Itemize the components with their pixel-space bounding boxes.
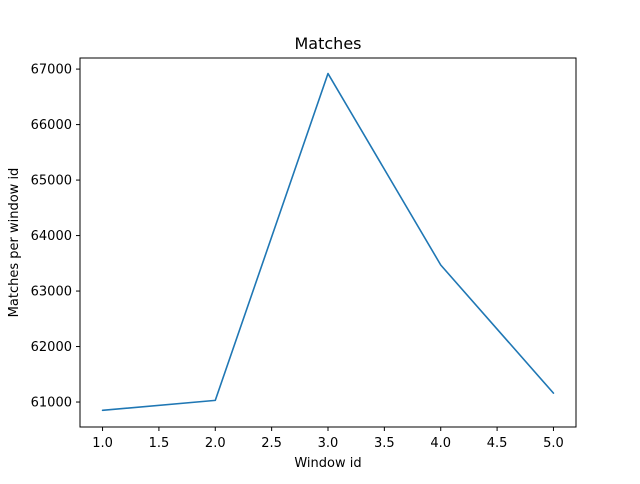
x-tick-label: 3.5 <box>374 436 395 451</box>
y-tick-label: 61000 <box>31 396 72 411</box>
x-tick-label: 4.0 <box>430 436 451 451</box>
y-axis-label: Matches per window id <box>7 168 22 318</box>
y-tick-label: 62000 <box>31 340 72 355</box>
x-tick-label: 3.0 <box>318 436 339 451</box>
y-tick-label: 66000 <box>31 118 72 133</box>
x-tick-label: 1.5 <box>149 436 170 451</box>
y-tick-label: 63000 <box>31 285 72 300</box>
x-axis-label: Window id <box>294 456 361 471</box>
x-tick-label: 2.0 <box>205 436 226 451</box>
y-tick-label: 64000 <box>31 229 72 244</box>
x-tick-label: 1.0 <box>92 436 113 451</box>
x-tick-label: 5.0 <box>543 436 564 451</box>
x-tick-label: 4.5 <box>487 436 508 451</box>
x-tick-label: 2.5 <box>261 436 282 451</box>
y-tick-label: 67000 <box>31 63 72 78</box>
chart-title: Matches <box>295 34 362 53</box>
y-tick-label: 65000 <box>31 174 72 189</box>
